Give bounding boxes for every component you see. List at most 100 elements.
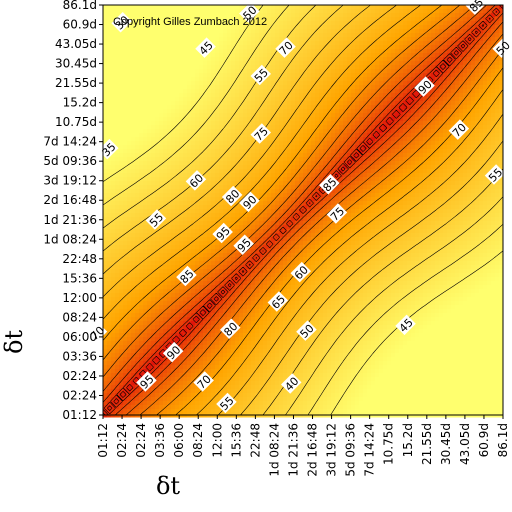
heat-cell bbox=[403, 133, 408, 138]
heat-cell bbox=[443, 37, 448, 42]
heat-cell bbox=[435, 201, 440, 206]
heat-cell bbox=[295, 181, 300, 186]
heat-cell bbox=[191, 37, 196, 42]
heat-cell bbox=[103, 105, 108, 110]
heat-cell bbox=[475, 65, 480, 70]
heat-cell bbox=[379, 33, 384, 38]
heat-cell bbox=[299, 5, 304, 10]
heat-cell bbox=[219, 105, 224, 110]
heat-cell bbox=[191, 97, 196, 102]
heat-cell bbox=[463, 73, 468, 78]
heat-cell bbox=[211, 145, 216, 150]
heat-cell bbox=[355, 57, 360, 62]
heat-cell bbox=[391, 61, 396, 66]
heat-cell bbox=[159, 153, 164, 158]
heat-cell bbox=[311, 145, 316, 150]
heat-cell bbox=[191, 113, 196, 118]
heat-cell bbox=[307, 49, 312, 54]
heat-cell bbox=[399, 73, 404, 78]
heat-cell bbox=[455, 157, 460, 162]
heat-cell bbox=[411, 125, 416, 130]
heat-cell bbox=[423, 53, 428, 58]
heat-cell bbox=[171, 25, 176, 30]
heat-cell bbox=[239, 105, 244, 110]
heat-cell bbox=[183, 73, 188, 78]
heat-cell bbox=[203, 137, 208, 142]
heat-cell bbox=[247, 97, 252, 102]
heat-cell bbox=[379, 53, 384, 58]
heat-cell bbox=[391, 141, 396, 146]
heat-cell bbox=[387, 69, 392, 74]
heat-cell bbox=[323, 129, 328, 134]
heat-cell bbox=[287, 89, 292, 94]
heat-cell bbox=[427, 33, 432, 38]
heat-cell bbox=[103, 97, 108, 102]
heat-cell bbox=[391, 101, 396, 106]
heat-cell bbox=[147, 165, 152, 170]
heat-cell bbox=[355, 41, 360, 46]
heat-cell bbox=[431, 181, 436, 186]
heat-cell bbox=[207, 89, 212, 94]
heat-cell bbox=[291, 177, 296, 182]
heat-cell bbox=[251, 185, 256, 190]
heat-cell bbox=[355, 17, 360, 22]
heat-cell bbox=[467, 53, 472, 58]
heat-cell bbox=[323, 65, 328, 70]
heat-cell bbox=[187, 13, 192, 18]
heat-cell bbox=[479, 109, 484, 114]
heat-cell bbox=[311, 141, 316, 146]
heat-cell bbox=[247, 185, 252, 190]
heat-cell bbox=[271, 113, 276, 118]
heat-cell bbox=[199, 17, 204, 22]
heat-cell bbox=[475, 145, 480, 150]
heat-cell bbox=[267, 105, 272, 110]
heat-cell bbox=[111, 189, 116, 194]
heat-cell bbox=[199, 109, 204, 114]
heat-cell bbox=[211, 65, 216, 70]
heat-cell bbox=[219, 37, 224, 42]
heat-cell bbox=[447, 193, 452, 198]
heat-cell bbox=[459, 185, 464, 190]
heat-cell bbox=[431, 33, 436, 38]
heat-cell bbox=[283, 193, 288, 198]
heat-cell bbox=[331, 149, 336, 154]
heat-cell bbox=[119, 49, 124, 54]
heat-cell bbox=[311, 97, 316, 102]
heat-cell bbox=[111, 133, 116, 138]
heat-cell bbox=[447, 81, 452, 86]
heat-cell bbox=[115, 41, 120, 46]
heat-cell bbox=[423, 169, 428, 174]
heat-cell bbox=[303, 117, 308, 122]
heat-cell bbox=[475, 189, 480, 194]
heat-cell bbox=[251, 149, 256, 154]
heat-cell bbox=[295, 5, 300, 10]
heat-cell bbox=[327, 165, 332, 170]
heat-cell bbox=[319, 129, 324, 134]
heat-cell bbox=[463, 153, 468, 158]
heat-cell bbox=[303, 149, 308, 154]
heat-cell bbox=[307, 33, 312, 38]
heat-cell bbox=[167, 145, 172, 150]
heat-cell bbox=[451, 9, 456, 14]
heat-cell bbox=[191, 21, 196, 26]
heat-cell bbox=[267, 161, 272, 166]
heat-cell bbox=[379, 113, 384, 118]
heat-cell bbox=[467, 165, 472, 170]
heat-cell bbox=[355, 117, 360, 122]
heat-cell bbox=[335, 165, 340, 170]
heat-cell bbox=[327, 121, 332, 126]
heat-cell bbox=[163, 93, 168, 98]
heat-cell bbox=[235, 145, 240, 150]
heat-cell bbox=[183, 25, 188, 30]
heat-cell bbox=[107, 21, 112, 26]
heat-cell bbox=[335, 13, 340, 18]
heat-cell bbox=[103, 77, 108, 82]
heat-cell bbox=[243, 65, 248, 70]
heat-cell bbox=[419, 113, 424, 118]
heat-cell bbox=[423, 153, 428, 158]
heat-cell bbox=[259, 49, 264, 54]
heat-cell bbox=[195, 21, 200, 26]
heat-cell bbox=[259, 25, 264, 30]
heat-cell bbox=[135, 197, 140, 202]
heat-cell bbox=[259, 121, 264, 126]
